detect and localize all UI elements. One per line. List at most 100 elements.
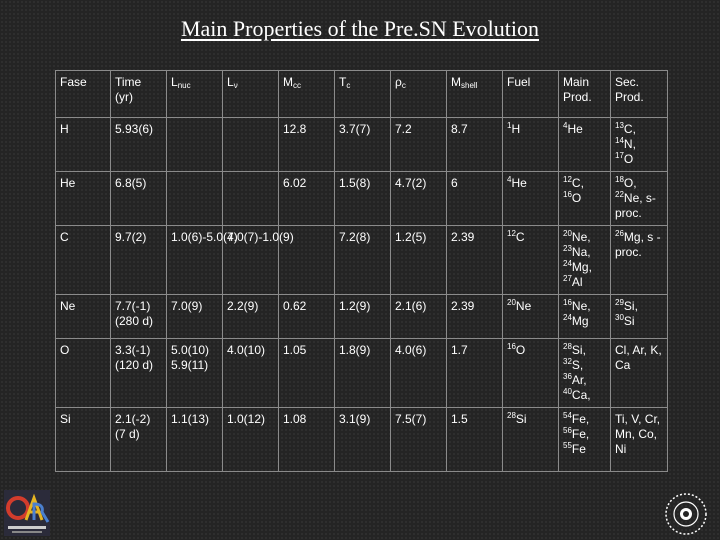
isotope: 20Ne, xyxy=(563,229,591,245)
cell-main: 12C, 16O xyxy=(558,171,611,226)
column-header-label: Time (yr) xyxy=(115,75,142,104)
isotope: 1H xyxy=(507,121,521,137)
column-header: Fase xyxy=(55,70,111,118)
isotope: 16Ne, xyxy=(563,298,591,314)
column-header: Mshell xyxy=(446,70,503,118)
column-header-subscript: ν xyxy=(233,81,238,90)
isotope: 28Si xyxy=(507,411,527,427)
column-header: Mcc xyxy=(278,70,335,118)
column-header: Tc xyxy=(334,70,391,118)
cell-lnu: 2.2(9) xyxy=(222,294,279,339)
isotope: 12C, xyxy=(563,175,584,191)
column-header-subscript: c xyxy=(346,81,351,90)
isotope: 22Ne, s-proc. xyxy=(615,190,656,221)
cell-lnu: 1.0(12) xyxy=(222,407,279,472)
properties-table: Fase Time (yr) Lnuc Lν Mcc Tc ρc Mshell Fuel Main… xyxy=(55,70,668,472)
cell-tc: 3.1(9) xyxy=(334,407,391,472)
cell-lnuc xyxy=(166,171,223,226)
cell-mshell: 8.7 xyxy=(446,117,503,172)
isotope: 29Si, xyxy=(615,298,638,314)
isotope: 36Ar, xyxy=(563,372,587,388)
isotope: 32S, xyxy=(563,357,584,373)
isotope: 20Ne xyxy=(507,298,532,314)
cell-sec: 13C, 14N, 17O xyxy=(610,117,668,172)
cell-main: 28Si, 32S, 36Ar, 40Ca, xyxy=(558,338,611,408)
cell-fase: Ne xyxy=(55,294,111,339)
cell-mcc: 1.08 xyxy=(278,407,335,472)
column-header: Main Prod. xyxy=(558,70,611,118)
cell-tc: 1.5(8) xyxy=(334,171,391,226)
cell-sec: Ti, V, Cr, Mn, Co, Ni xyxy=(610,407,668,472)
cell-fase: O xyxy=(55,338,111,408)
cell-time: 9.7(2) xyxy=(110,225,167,295)
cell-mcc: 12.8 xyxy=(278,117,335,172)
isotope: 55Fe xyxy=(563,441,586,457)
cell-lnuc: 1.1(13) xyxy=(166,407,223,472)
table-row: He 6.8(5) 6.02 1.5(8) 4.7(2) 6 4He 12C, 16O 18O, 2… xyxy=(55,171,668,226)
cell-rhoc: 4.0(6) xyxy=(390,338,447,408)
column-header: Lnuc xyxy=(166,70,223,118)
cell-lnu: 4.0(7)-1.0(9) xyxy=(222,225,294,295)
cell-tc: 3.7(7) xyxy=(334,117,391,172)
isotope: 24Mg xyxy=(563,313,589,329)
column-header-label: L xyxy=(171,75,178,89)
table-row: Si 2.1(-2) (7 d) 1.1(13) 1.0(12) 1.08 3.1(9) 7… xyxy=(55,407,668,472)
cell-main: 4He xyxy=(558,117,611,172)
cell-mcc: 1.05 xyxy=(278,338,335,408)
column-header-label: ρ xyxy=(395,75,402,89)
column-header: Sec. Prod. xyxy=(610,70,668,118)
column-header-label: Fuel xyxy=(507,75,531,89)
isotope: 56Fe, xyxy=(563,426,590,442)
cell-main: 20Ne, 23Na, 24Mg, 27Al xyxy=(558,225,611,295)
cell-rhoc: 1.2(5) xyxy=(390,225,447,295)
isotope: 23Na, xyxy=(563,244,591,260)
isotope: 13C, xyxy=(615,121,636,137)
table-row: H 5.93(6) 12.8 3.7(7) 7.2 8.7 1H 4He 13C, 14N, 17O xyxy=(55,117,668,172)
cell-time: 7.7(-1) (280 d) xyxy=(110,294,167,339)
isotope: Ti, V, Cr, Mn, Co, Ni xyxy=(615,412,661,456)
cell-lnu xyxy=(222,117,279,172)
table-row: Ne 7.7(-1) (280 d) 7.0(9) 2.2(9) 0.62 1.2(9) 2… xyxy=(55,294,668,339)
column-header: Time (yr) xyxy=(110,70,167,118)
isotope: 4He xyxy=(563,121,583,137)
cell-lnu: 4.0(10) xyxy=(222,338,279,408)
isotope: 26Mg, s -proc. xyxy=(615,229,661,260)
column-header-label: Sec. Prod. xyxy=(615,75,644,104)
cell-fase: He xyxy=(55,171,111,226)
column-header-subscript: shell xyxy=(461,81,478,90)
cell-fase: Si xyxy=(55,407,111,472)
column-header-subscript: c xyxy=(401,81,406,90)
column-header-label: M xyxy=(451,75,461,89)
column-header: Lν xyxy=(222,70,279,118)
cell-mcc: 0.62 xyxy=(278,294,335,339)
cell-main: 54Fe, 56Fe, 55Fe xyxy=(558,407,611,472)
column-header-label: Fase xyxy=(60,75,87,89)
isotope: 27Al xyxy=(563,274,583,290)
cell-tc: 1.2(9) xyxy=(334,294,391,339)
cell-sec: 18O, 22Ne, s-proc. xyxy=(610,171,668,226)
isotope: 18O, xyxy=(615,175,637,191)
cell-mshell: 2.39 xyxy=(446,225,503,295)
cell-mshell: 2.39 xyxy=(446,294,503,339)
isotope: Cl, Ar, K, Ca xyxy=(615,343,662,372)
header-row: Fase Time (yr) Lnuc Lν Mcc Tc ρc Mshell Fuel Main… xyxy=(55,70,668,118)
column-header-label: M xyxy=(283,75,293,89)
cell-time: 5.93(6) xyxy=(110,117,167,172)
column-header: ρc xyxy=(390,70,447,118)
cell-fase: C xyxy=(55,225,111,295)
cell-rhoc: 2.1(6) xyxy=(390,294,447,339)
cell-fase: H xyxy=(55,117,111,172)
cell-lnuc xyxy=(166,117,223,172)
cell-main: 16Ne, 24Mg xyxy=(558,294,611,339)
cell-lnu xyxy=(222,171,279,226)
column-header-subscript: cc xyxy=(293,81,301,90)
isotope: 16O xyxy=(507,342,526,358)
cell-mshell: 1.5 xyxy=(446,407,503,472)
table-row: O 3.3(-1) (120 d) 5.0(10) 5.9(11) 4.0(10) 1.… xyxy=(55,338,668,408)
isotope: 28Si, xyxy=(563,342,586,358)
isotope: 12C xyxy=(507,229,525,245)
cell-fuel: 12C xyxy=(502,225,559,295)
cell-tc: 1.8(9) xyxy=(334,338,391,408)
page-title: Main Properties of the Pre.SN Evolution xyxy=(180,16,540,41)
cell-lnuc: 7.0(9) xyxy=(166,294,223,339)
